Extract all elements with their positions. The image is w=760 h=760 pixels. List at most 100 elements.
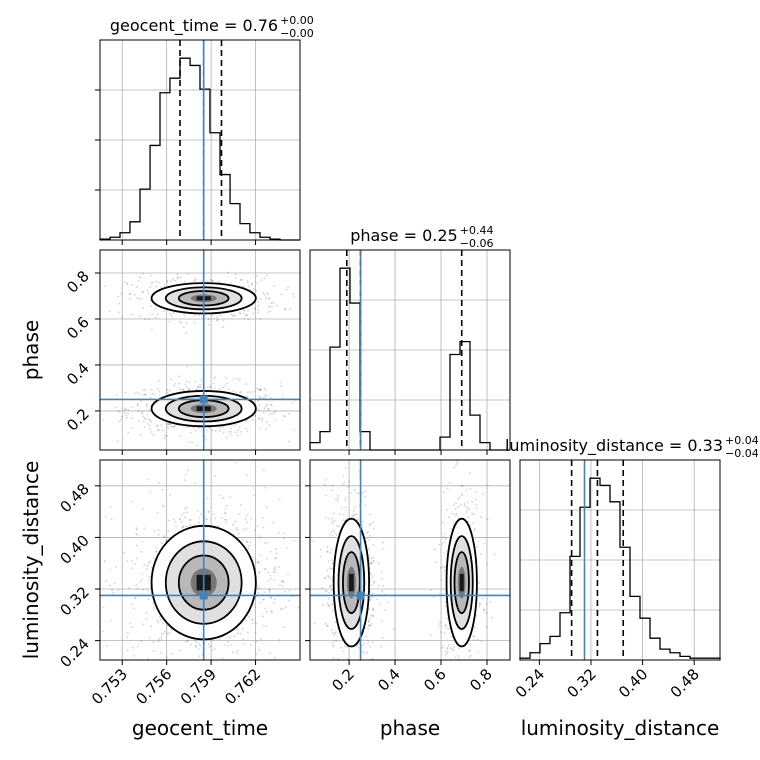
sample-point — [329, 585, 332, 587]
sample-point — [458, 664, 460, 666]
sample-point — [227, 271, 229, 274]
sample-point — [361, 492, 364, 495]
sample-point — [446, 651, 449, 654]
sample-point — [445, 538, 448, 540]
sample-point — [142, 623, 145, 626]
sample-point — [198, 314, 201, 316]
y-tick-label-luminosity_distance-3: 0.48 — [56, 480, 92, 516]
sample-point — [277, 531, 280, 534]
sample-point — [222, 496, 225, 499]
sample-point — [263, 394, 266, 397]
sample-point — [264, 542, 267, 545]
sample-point — [164, 630, 166, 633]
sample-point — [270, 404, 273, 407]
sample-point — [341, 483, 344, 486]
sample-point — [245, 619, 248, 622]
sample-point — [464, 685, 466, 687]
sample-point — [182, 526, 184, 528]
sample-point — [158, 429, 161, 432]
sample-point — [212, 513, 215, 516]
panel-phase-vs-luminosity_distance — [309, 459, 511, 661]
sample-point — [225, 518, 228, 521]
sample-point — [283, 415, 286, 418]
sample-point — [268, 310, 271, 313]
sample-point — [166, 632, 169, 635]
sample-point — [234, 520, 237, 523]
sample-point — [147, 589, 150, 592]
sample-point — [336, 524, 339, 527]
sample-point — [364, 490, 367, 493]
sample-point — [481, 597, 484, 600]
sample-point — [458, 662, 460, 664]
sample-point — [442, 536, 445, 538]
sample-point — [158, 482, 161, 485]
sample-point — [209, 385, 212, 388]
sample-point — [117, 311, 120, 314]
sample-point — [293, 429, 295, 432]
sample-point — [194, 380, 197, 383]
sample-point — [155, 424, 158, 427]
sample-point — [210, 645, 213, 647]
sample-point — [140, 550, 143, 553]
sample-point — [444, 532, 447, 535]
sample-point — [372, 556, 375, 559]
sample-point — [139, 580, 142, 583]
sample-point — [311, 593, 313, 595]
sample-point — [381, 578, 384, 580]
sample-point — [143, 563, 146, 566]
sample-point — [291, 401, 294, 404]
sample-point — [453, 520, 456, 523]
sample-point — [441, 521, 444, 524]
sample-point — [461, 485, 464, 488]
sample-point — [452, 512, 455, 515]
sample-point — [166, 434, 169, 437]
sample-point — [272, 521, 275, 524]
sample-point — [443, 569, 446, 572]
sample-point — [259, 388, 262, 391]
sample-point — [250, 644, 253, 646]
sample-point — [103, 560, 106, 562]
sample-point — [310, 671, 312, 673]
sample-point — [233, 377, 236, 380]
sample-point — [214, 430, 217, 432]
sample-point — [281, 608, 284, 610]
sample-point — [89, 293, 91, 295]
x-tick-label-geocent_time-1: 0.756 — [132, 665, 175, 708]
sample-point — [370, 623, 373, 626]
sample-point — [263, 294, 266, 296]
sample-point — [260, 298, 262, 301]
sample-point — [368, 624, 371, 627]
sample-point — [182, 525, 185, 528]
sample-point — [245, 540, 248, 543]
sample-point — [365, 537, 368, 540]
sample-point — [166, 280, 169, 283]
sample-point — [153, 530, 156, 532]
sample-point — [243, 309, 246, 312]
sample-point — [149, 491, 152, 494]
sample-point — [332, 657, 335, 660]
sample-point — [155, 316, 157, 319]
sample-point — [485, 612, 488, 615]
sample-point — [138, 672, 140, 674]
sample-point — [381, 637, 384, 639]
sample-point — [155, 285, 158, 288]
sample-point — [265, 506, 268, 509]
sample-point — [249, 541, 252, 544]
sample-point — [376, 598, 378, 600]
sample-point — [250, 517, 253, 520]
sample-point — [266, 670, 268, 672]
sample-point — [136, 533, 139, 536]
sample-point — [259, 554, 262, 557]
sample-point — [178, 320, 181, 323]
sample-point — [235, 423, 237, 426]
sample-point — [368, 538, 370, 541]
sample-point — [472, 522, 475, 525]
sample-point — [188, 381, 191, 384]
sample-point — [480, 516, 483, 518]
sample-point — [258, 535, 261, 537]
sample-point — [127, 431, 130, 434]
sample-point — [129, 292, 132, 295]
sample-point — [369, 645, 372, 648]
sample-point — [136, 402, 139, 405]
sample-point — [157, 428, 159, 431]
